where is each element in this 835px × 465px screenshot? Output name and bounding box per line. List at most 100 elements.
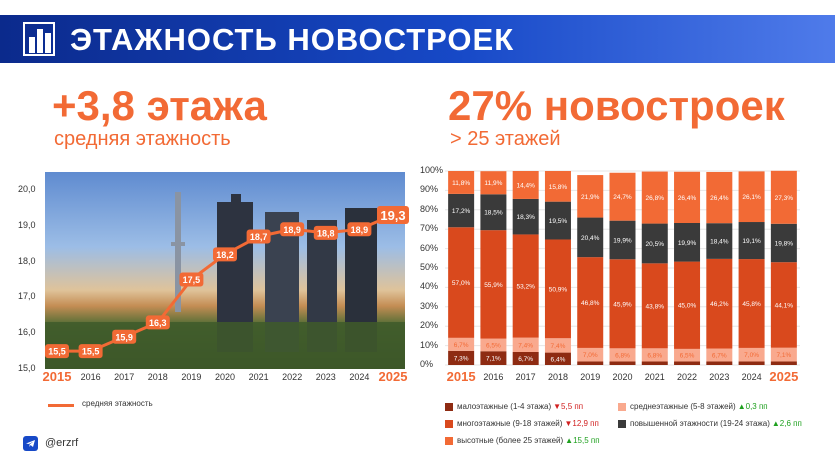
bar-y-tick: 40% bbox=[420, 281, 439, 292]
bar-value-label: 20,5% bbox=[646, 241, 665, 248]
data-label: 19,3 bbox=[380, 208, 405, 223]
bar-segment bbox=[609, 348, 636, 362]
data-label: 18,9 bbox=[283, 225, 301, 235]
bar-value-label: 19,9% bbox=[678, 240, 697, 247]
bar-segment bbox=[512, 337, 539, 353]
line-x-tick: 2024 bbox=[349, 372, 370, 382]
bar-value-label: 24,7% bbox=[613, 194, 632, 201]
bar-value-label: 19,1% bbox=[742, 238, 761, 245]
bar-value-label: 7,3% bbox=[454, 355, 469, 362]
data-point-marker bbox=[313, 225, 338, 240]
line-y-tick: 19,0 bbox=[18, 219, 36, 230]
legend-label: среднеэтажные (5-8 этажей) bbox=[630, 402, 736, 411]
floors-growth-subline: средняя этажность bbox=[54, 128, 231, 150]
bar-value-label: 18,4% bbox=[710, 239, 729, 246]
bar-value-label: 45,0% bbox=[678, 303, 697, 310]
line-x-tick: 2019 bbox=[181, 372, 202, 382]
bar-value-label: 20,4% bbox=[581, 235, 600, 242]
bar-segment bbox=[641, 223, 668, 264]
bar-segment bbox=[512, 171, 539, 199]
bar-x-tick: 2018 bbox=[547, 372, 568, 382]
bar-value-label: 43,8% bbox=[646, 303, 665, 310]
telegram-handle[interactable]: @erzrf bbox=[45, 437, 79, 449]
bar-segment bbox=[512, 234, 539, 338]
legend-swatch bbox=[618, 403, 626, 411]
bar-segment bbox=[770, 262, 797, 348]
bar-value-label: 57,0% bbox=[452, 280, 471, 287]
bar-value-label: 14,4% bbox=[516, 182, 535, 189]
bar-segment bbox=[674, 222, 701, 262]
data-label: 17,5 bbox=[183, 275, 201, 285]
bar-segment bbox=[577, 257, 604, 348]
skyline-illustration bbox=[45, 192, 405, 369]
bar-segment bbox=[512, 198, 539, 235]
bar-segment bbox=[480, 171, 507, 195]
legend-label: высотные (более 25 этажей) bbox=[457, 436, 564, 445]
bar-segment bbox=[448, 337, 475, 351]
bar-value-label: 55,9% bbox=[484, 282, 503, 289]
line-x-tick: 2017 bbox=[114, 372, 135, 382]
bar-value-label: 15,8% bbox=[549, 184, 568, 191]
bar-value-label: 26,4% bbox=[710, 195, 729, 202]
line-x-tick: 2018 bbox=[147, 372, 168, 382]
bar-segment bbox=[738, 171, 765, 223]
bar-value-label: 46,8% bbox=[581, 300, 600, 307]
city-skyline-photo bbox=[45, 172, 405, 369]
bar-value-label: 45,8% bbox=[742, 301, 761, 308]
bar-segment bbox=[577, 175, 604, 218]
legend-label: многоэтажные (9-18 этажей) bbox=[457, 419, 563, 428]
bar-segment bbox=[609, 220, 636, 260]
data-point-marker bbox=[347, 222, 372, 237]
bar-segment bbox=[674, 348, 701, 362]
data-label: 18,7 bbox=[250, 232, 268, 242]
bar-y-tick: 90% bbox=[420, 184, 439, 195]
bar-y-tick: 100% bbox=[420, 165, 444, 175]
data-point-marker bbox=[377, 205, 409, 224]
bar-y-tick: 20% bbox=[420, 320, 439, 331]
bar-segment bbox=[448, 227, 475, 338]
bar-segment bbox=[738, 361, 765, 365]
line-x-tick: 2015 bbox=[42, 369, 72, 384]
data-label: 18,9 bbox=[351, 225, 369, 235]
bar-value-label: 46,2% bbox=[710, 301, 729, 308]
header-banner: ЭТАЖНОСТЬ НОВОСТРОЕК bbox=[0, 15, 835, 63]
bar-segment bbox=[577, 361, 604, 365]
line-y-tick: 15,0 bbox=[18, 363, 36, 373]
bar-value-label: 6,4% bbox=[551, 356, 566, 363]
bar-segment bbox=[480, 338, 507, 352]
bar-y-tick: 0% bbox=[420, 359, 434, 369]
legend-delta: ▲15,5 пп bbox=[565, 436, 600, 445]
bar-segment bbox=[641, 361, 668, 365]
bar-segment bbox=[577, 347, 604, 362]
data-point-marker bbox=[145, 315, 170, 330]
bar-value-label: 7,1% bbox=[776, 352, 791, 359]
legend-swatch bbox=[445, 437, 453, 445]
highrise-share-subline: > 25 этажей bbox=[450, 128, 561, 150]
bar-value-label: 6,5% bbox=[486, 342, 501, 349]
page-title: ЭТАЖНОСТЬ НОВОСТРОЕК bbox=[70, 22, 515, 57]
bar-value-label: 27,3% bbox=[775, 195, 794, 202]
data-point-marker bbox=[213, 247, 237, 262]
bar-y-tick: 30% bbox=[420, 300, 439, 311]
bar-segment bbox=[544, 338, 571, 353]
bar-value-label: 45,9% bbox=[613, 301, 632, 308]
bar-x-tick: 2020 bbox=[612, 372, 633, 382]
line-legend-swatch bbox=[48, 404, 74, 407]
line-x-tick: 2023 bbox=[315, 372, 336, 382]
line-y-tick: 18,0 bbox=[18, 255, 36, 266]
legend-swatch bbox=[445, 420, 453, 428]
legend-delta: ▲2,6 пп bbox=[771, 419, 802, 428]
bar-value-label: 11,9% bbox=[484, 180, 502, 187]
telegram-icon[interactable] bbox=[23, 436, 38, 451]
bar-x-tick: 2019 bbox=[580, 372, 601, 382]
line-y-tick: 16,0 bbox=[18, 327, 36, 338]
bar-segment bbox=[706, 223, 733, 259]
buildings-icon bbox=[23, 22, 55, 56]
bar-x-tick: 2023 bbox=[709, 372, 730, 382]
data-point-marker bbox=[45, 344, 69, 359]
bar-x-tick: 2021 bbox=[644, 372, 665, 382]
highrise-share-headline: 27% новостроек bbox=[448, 82, 785, 129]
bar-x-tick: 2017 bbox=[515, 372, 536, 382]
